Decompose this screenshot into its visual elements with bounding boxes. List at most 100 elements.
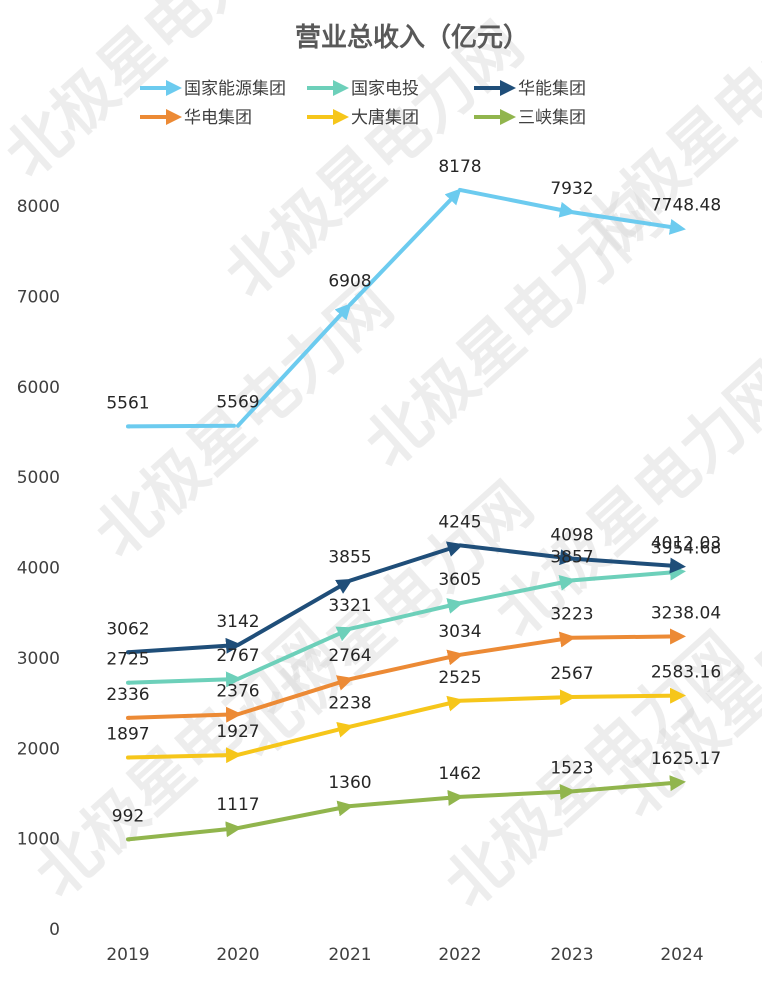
data-label: 2583.16 (651, 663, 721, 683)
data-label: 1523 (550, 758, 593, 778)
data-label: 3034 (438, 622, 481, 642)
line-segment (126, 706, 242, 723)
line-segment (348, 789, 464, 809)
data-label: 2767 (216, 646, 259, 666)
line-segment (236, 578, 353, 648)
series-line (126, 775, 686, 842)
watermark-layer: 北极星电力网北极星电力网北极星电力网北极星电力网北极星电力网北极星电力网北极星电… (0, 0, 762, 921)
data-label: 3954.68 (651, 539, 721, 559)
chart-title: 营业总收入（亿元） (295, 23, 529, 53)
data-label: 3321 (328, 596, 371, 616)
line-segment (348, 541, 464, 583)
legend-label: 大唐集团 (351, 107, 419, 128)
legend-item: 国家电投 (307, 79, 419, 99)
legend-label: 三峡集团 (518, 108, 586, 128)
y-tick-label: 8000 (17, 197, 60, 217)
data-label: 3605 (438, 570, 481, 590)
data-label: 7932 (550, 179, 593, 199)
data-label: 7748.48 (651, 196, 721, 216)
line-segment (458, 574, 576, 606)
data-label: 2336 (106, 685, 149, 705)
data-label: 2725 (106, 650, 149, 670)
legend-item: 华电集团 (140, 108, 252, 128)
legend-item: 大唐集团 (307, 107, 419, 128)
line-segment (570, 210, 686, 235)
line-segment (458, 689, 576, 706)
line-segment (570, 775, 686, 794)
data-label: 3062 (106, 619, 149, 639)
line-segment (458, 783, 576, 800)
data-label: 3238.04 (651, 603, 721, 623)
line-segment (126, 821, 242, 842)
line-segment (236, 675, 354, 717)
y-tick-label: 7000 (17, 287, 60, 307)
line-segment (348, 695, 464, 729)
data-label: 2764 (328, 646, 371, 666)
data-label: 4245 (438, 512, 481, 532)
data-label: 1927 (216, 722, 259, 742)
x-tick-label: 2022 (438, 945, 481, 965)
legend-item: 华能集团 (474, 79, 586, 99)
line-segment (570, 556, 686, 574)
data-label: 8178 (438, 157, 481, 177)
series-lines (126, 187, 686, 842)
data-label: 1462 (438, 764, 481, 784)
series-line (126, 187, 686, 429)
legend-item: 三峡集团 (474, 108, 586, 128)
x-axis: 2019 2020 2021 2022 2023 2024 (106, 945, 703, 965)
x-tick-label: 2021 (328, 945, 371, 965)
line-segment (348, 598, 464, 631)
series-line (126, 687, 686, 764)
data-label: 2525 (438, 668, 481, 688)
data-label: 3142 (216, 612, 259, 632)
data-label: 4098 (550, 526, 593, 546)
data-label: 1897 (106, 725, 149, 745)
data-label: 5561 (106, 393, 149, 413)
legend-label: 华电集团 (184, 108, 252, 128)
line-segment (126, 671, 242, 688)
y-tick-label: 5000 (17, 468, 60, 488)
legend-item: 国家能源集团 (140, 79, 286, 99)
series-line (126, 541, 686, 655)
y-tick-label: 6000 (17, 378, 60, 398)
data-label: 2567 (550, 664, 593, 684)
legend-label: 国家能源集团 (184, 79, 286, 99)
y-tick-label: 0 (49, 920, 60, 940)
data-label: 992 (112, 806, 144, 826)
line-segment (458, 187, 576, 218)
line-segment (126, 423, 236, 429)
y-tick-label: 3000 (17, 649, 60, 669)
line-segment (348, 188, 462, 307)
line-segment (236, 800, 354, 831)
line-segment (348, 649, 464, 682)
legend-label: 华能集团 (518, 79, 586, 99)
x-tick-label: 2020 (216, 945, 259, 965)
data-label: 1360 (328, 773, 371, 793)
line-segment (570, 628, 686, 645)
data-label: 1117 (216, 795, 259, 815)
line-segment (458, 631, 576, 657)
data-label: 2238 (328, 694, 371, 714)
line-segment (236, 721, 354, 757)
line-segment (458, 543, 576, 566)
x-tick-label: 2024 (660, 945, 703, 965)
data-label: 4012.03 (651, 533, 721, 553)
line-segment (570, 687, 686, 704)
line-segment (236, 303, 352, 428)
y-tick-label: 4000 (17, 559, 60, 579)
data-label: 1625.17 (651, 749, 721, 769)
series-line (126, 564, 686, 688)
line-segment (236, 626, 354, 681)
x-tick-label: 2023 (550, 945, 593, 965)
line-segment (126, 747, 242, 764)
legend-label: 国家电投 (351, 79, 419, 99)
data-label: 2376 (216, 681, 259, 701)
x-tick-label: 2019 (106, 945, 149, 965)
series-line (126, 628, 686, 723)
watermark-text: 北极星电力网 (211, 8, 536, 311)
y-tick-label: 1000 (17, 830, 60, 850)
data-label: 3857 (550, 547, 593, 567)
